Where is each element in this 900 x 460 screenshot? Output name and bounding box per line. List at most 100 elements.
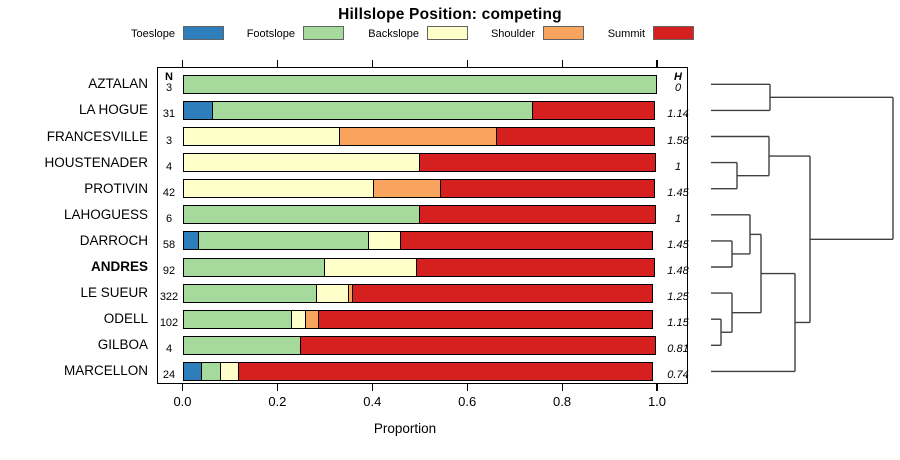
bar-segment-summit bbox=[440, 179, 655, 199]
bar-segment-summit bbox=[317, 309, 654, 329]
legend-swatch bbox=[427, 26, 468, 40]
n-value: 6 bbox=[165, 212, 173, 225]
n-value: 102 bbox=[159, 317, 179, 330]
h-value: 1 bbox=[674, 160, 682, 173]
row-label: HOUSTENADER bbox=[44, 154, 148, 170]
legend-swatch bbox=[303, 26, 344, 40]
x-tick-bottom bbox=[656, 384, 658, 391]
legend-label: Toeslope bbox=[130, 27, 175, 40]
x-tick-label: 0.4 bbox=[363, 394, 382, 409]
x-tick-bottom bbox=[181, 384, 184, 391]
x-tick-bottom bbox=[371, 384, 373, 391]
bar-segment-footslope bbox=[201, 361, 221, 381]
x-tick-bottom bbox=[276, 384, 279, 391]
n-value: 42 bbox=[162, 186, 176, 199]
bar-segment-backslope bbox=[368, 231, 402, 251]
n-value: 3 bbox=[165, 134, 173, 147]
n-value: 31 bbox=[162, 108, 176, 121]
h-value: 1.15 bbox=[667, 317, 689, 330]
x-tick-bottom bbox=[466, 384, 468, 391]
row-label: FRANCESVILLE bbox=[46, 128, 148, 144]
bar-segment-summit bbox=[416, 257, 655, 277]
bar-segment-footslope bbox=[211, 100, 534, 120]
x-tick-top bbox=[181, 60, 184, 67]
row-label: DARROCH bbox=[79, 232, 148, 248]
bar-segment-backslope bbox=[182, 153, 420, 173]
bar-segment-backslope bbox=[219, 361, 240, 381]
legend-item: Footslope bbox=[191, 26, 344, 40]
x-tick-label: 0.0 bbox=[173, 394, 192, 409]
row-label: MARCELLON bbox=[63, 363, 148, 379]
h-value: 1.48 bbox=[667, 265, 689, 277]
legend-item: Shoulder bbox=[431, 26, 584, 40]
bar-segment-toeslope bbox=[182, 100, 214, 120]
bar-row bbox=[182, 153, 658, 173]
bar-segment-shoulder bbox=[373, 179, 442, 199]
n-value: 92 bbox=[162, 265, 176, 277]
h-column-header: H bbox=[674, 71, 682, 83]
bar-segment-footslope bbox=[182, 205, 420, 225]
row-label: LE SUEUR bbox=[80, 285, 148, 301]
x-tick-bottom bbox=[561, 384, 563, 391]
bar-row bbox=[182, 335, 658, 355]
x-tick-label: 0.2 bbox=[268, 394, 287, 409]
bar-row bbox=[182, 100, 658, 120]
bar-segment-summit bbox=[351, 283, 654, 303]
n-value: 4 bbox=[165, 343, 173, 356]
bar-segment-summit bbox=[299, 335, 656, 355]
row-label: LAHOGUESS bbox=[63, 206, 148, 222]
bar-segment-backslope bbox=[182, 179, 375, 199]
bar-segment-summit bbox=[400, 231, 654, 251]
chart-title: Hillslope Position: competing bbox=[338, 6, 562, 23]
n-value: 24 bbox=[162, 369, 176, 382]
h-value: 0 bbox=[674, 82, 682, 95]
bar-segment-backslope bbox=[291, 309, 307, 329]
h-value: 0.74 bbox=[667, 369, 689, 382]
x-axis-label: Proportion bbox=[373, 421, 437, 436]
legend-item: Toeslope bbox=[71, 26, 224, 40]
x-tick-label: 0.6 bbox=[458, 394, 477, 409]
n-value: 322 bbox=[159, 291, 179, 304]
row-label: ODELL bbox=[103, 311, 148, 327]
bar-row bbox=[182, 257, 658, 277]
x-tick-top bbox=[466, 60, 468, 67]
bar-segment-footslope bbox=[182, 335, 302, 355]
h-value: 1.25 bbox=[667, 291, 689, 304]
x-tick-top bbox=[276, 60, 279, 67]
bar-segment-summit bbox=[496, 127, 655, 146]
bar-segment-backslope bbox=[323, 257, 418, 277]
bar-segment-summit bbox=[532, 100, 655, 120]
bar-segment-backslope bbox=[182, 127, 341, 146]
h-value: 1 bbox=[674, 212, 682, 225]
h-value: 1.45 bbox=[667, 186, 689, 199]
x-tick-label: 0.8 bbox=[553, 394, 572, 409]
bar-segment-footslope bbox=[182, 309, 293, 329]
x-tick-top bbox=[656, 60, 658, 67]
legend-label: Footslope bbox=[246, 27, 295, 40]
row-label: GILBOA bbox=[97, 337, 148, 353]
bar-segment-footslope bbox=[182, 257, 325, 277]
bar-row bbox=[182, 74, 657, 94]
legend-swatch bbox=[543, 26, 584, 40]
bar-segment-backslope bbox=[315, 283, 349, 303]
bar-row bbox=[182, 309, 658, 329]
h-value: 0.81 bbox=[667, 343, 689, 356]
bar-segment-summit bbox=[418, 205, 656, 225]
bar-row bbox=[182, 283, 658, 303]
n-value: 58 bbox=[162, 238, 176, 251]
bar-segment-footslope bbox=[182, 74, 657, 94]
bar-row bbox=[182, 231, 658, 251]
row-label: AZTALAN bbox=[88, 76, 148, 92]
legend-item: Backslope bbox=[315, 26, 468, 40]
bar-segment-shoulder bbox=[339, 127, 498, 146]
row-label: ANDRES bbox=[90, 259, 148, 274]
bar-row bbox=[182, 205, 658, 225]
plot-box bbox=[157, 67, 688, 384]
n-column-header: N bbox=[165, 71, 173, 83]
legend-item: Summit bbox=[541, 26, 694, 40]
x-tick-top bbox=[371, 60, 373, 67]
bar-segment-summit bbox=[418, 153, 656, 173]
x-tick-top bbox=[561, 60, 563, 67]
legend-label: Summit bbox=[607, 27, 645, 40]
h-value: 1.14 bbox=[667, 108, 689, 121]
